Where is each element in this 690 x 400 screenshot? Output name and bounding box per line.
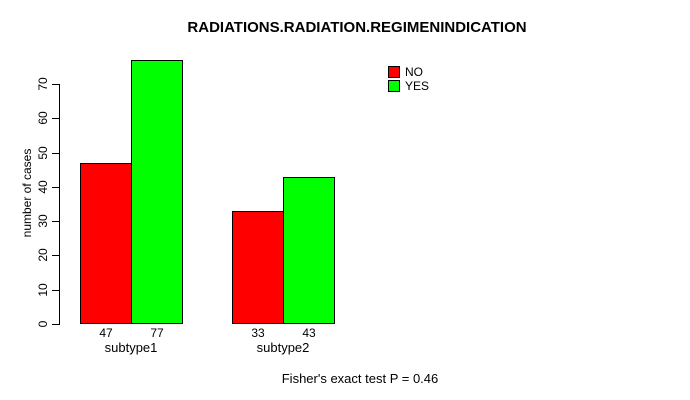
legend-row: YES (388, 79, 429, 93)
bar-no-subtype2 (232, 211, 284, 324)
chart-title: RADIATIONS.RADIATION.REGIMENINDICATION (187, 19, 527, 36)
legend-swatch-yes (388, 80, 400, 92)
y-tick-label: 20 (36, 248, 50, 262)
y-tick-label: 30 (36, 214, 50, 228)
y-tick-label: 60 (36, 111, 50, 125)
y-tick (52, 153, 59, 154)
legend-swatch-no (388, 66, 400, 78)
fisher-test-annotation: Fisher's exact test P = 0.46 (281, 371, 439, 386)
y-tick-label: 10 (36, 283, 50, 297)
bar-no-subtype1 (80, 163, 132, 324)
bar-value-label: 77 (150, 326, 164, 340)
legend-label: YES (405, 79, 430, 93)
x-category-label: subtype1 (104, 340, 158, 355)
y-tick (52, 118, 59, 119)
y-tick (52, 255, 59, 256)
y-tick-label: 40 (36, 180, 50, 194)
y-tick-label: 50 (36, 146, 50, 160)
y-tick (52, 221, 59, 222)
y-tick-label: 70 (36, 77, 50, 91)
y-tick (52, 187, 59, 188)
y-tick (52, 324, 59, 325)
legend: NO YES (388, 65, 429, 93)
bar-value-label: 33 (251, 326, 265, 340)
y-axis-label: number of cases (20, 148, 34, 238)
bar-value-label: 43 (302, 326, 316, 340)
x-category-label: subtype2 (256, 340, 310, 355)
y-tick (52, 84, 59, 85)
legend-row: NO (388, 65, 429, 79)
bar-value-label: 47 (99, 326, 113, 340)
bar-yes-subtype2 (283, 177, 335, 324)
y-tick-label: 0 (36, 320, 50, 328)
legend-label: NO (405, 65, 423, 79)
bar-yes-subtype1 (131, 60, 183, 324)
y-axis-line (59, 84, 60, 325)
y-tick (52, 290, 59, 291)
